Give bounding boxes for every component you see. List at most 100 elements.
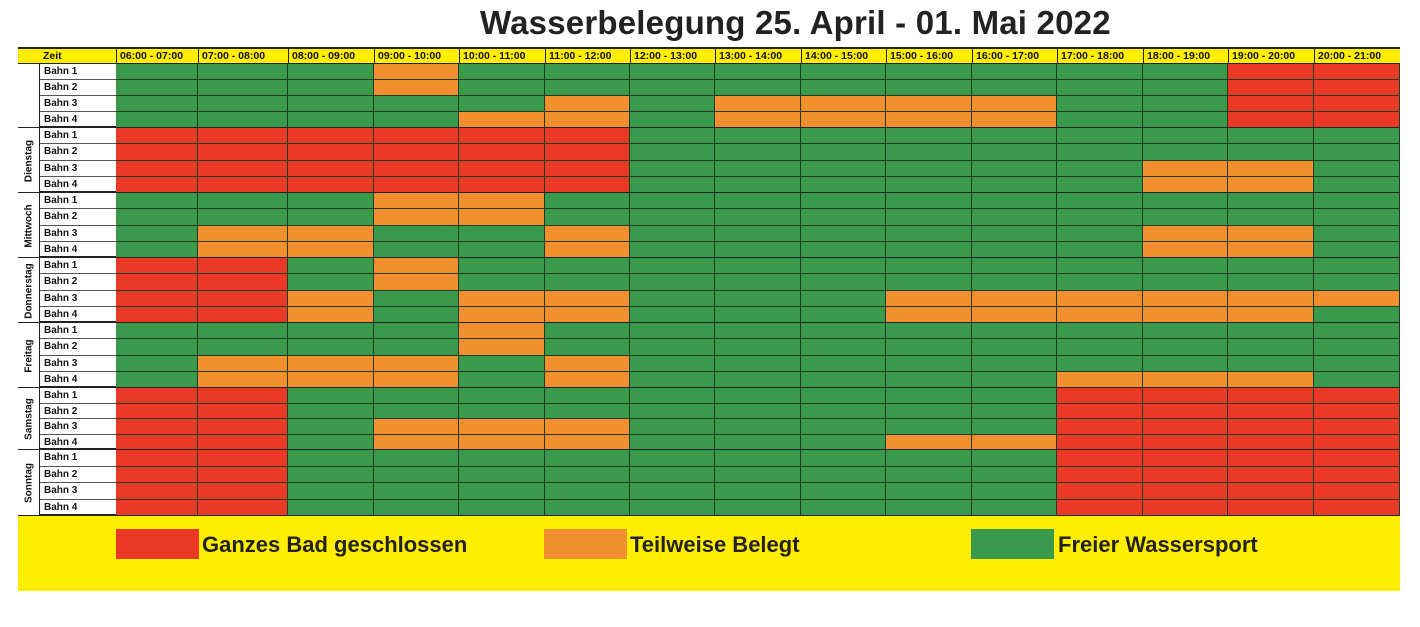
slot-cell (972, 371, 1057, 388)
slot-cell (198, 290, 288, 307)
slot-cell (198, 274, 288, 291)
slot-cell (288, 193, 374, 210)
slot-cell (1228, 128, 1314, 145)
slot-cell (545, 80, 630, 96)
slot-cell (545, 355, 630, 372)
slot-cell (715, 290, 801, 307)
lane-label: Bahn 2 (40, 144, 116, 161)
slot-cell (886, 258, 972, 275)
slot-cell (630, 466, 715, 483)
slot-cell (886, 160, 972, 177)
slot-cell (1143, 176, 1228, 193)
slot-cell (374, 160, 459, 177)
slot-cell (459, 128, 545, 145)
slot-cell (886, 209, 972, 226)
day-name (18, 64, 40, 128)
slot-cell (288, 419, 374, 435)
slot-cell (198, 160, 288, 177)
slot-cell (1143, 339, 1228, 356)
slot-cell (630, 323, 715, 340)
slot-cell (1314, 241, 1400, 258)
slot-cell (715, 450, 801, 467)
slot-cell (374, 193, 459, 210)
slot-cell (116, 355, 198, 372)
slot-cell (1057, 323, 1143, 340)
slot-cell (374, 225, 459, 242)
slot-cell (545, 290, 630, 307)
slot-cell (1057, 258, 1143, 275)
slot-cell (545, 499, 630, 516)
slot-cell (886, 466, 972, 483)
slot-cell (630, 209, 715, 226)
slot-cell (545, 193, 630, 210)
slot-cell (288, 355, 374, 372)
slot-cell (1057, 80, 1143, 96)
slot-cell (630, 112, 715, 128)
slot-cell (1057, 371, 1143, 388)
slot-cell (1143, 419, 1228, 435)
slot-cell (715, 64, 801, 80)
slot-cell (288, 323, 374, 340)
slot-cell (198, 499, 288, 516)
slot-cell (972, 64, 1057, 80)
slot-cell (545, 483, 630, 500)
slot-cell (1228, 499, 1314, 516)
slot-cell (198, 483, 288, 500)
slot-cell (715, 112, 801, 128)
slot-cell (1228, 323, 1314, 340)
slot-cell (198, 403, 288, 419)
slot-cell (1228, 306, 1314, 323)
slot-cell (1314, 225, 1400, 242)
slot-cell (288, 466, 374, 483)
slot-cell (1057, 144, 1143, 161)
slot-cell (198, 258, 288, 275)
slot-cell (630, 225, 715, 242)
slot-cell (972, 241, 1057, 258)
slot-cell (972, 355, 1057, 372)
slot-cell (1314, 371, 1400, 388)
slot-cell (545, 176, 630, 193)
day-name: Sonntag (18, 450, 40, 516)
slot-cell (1143, 274, 1228, 291)
slot-cell (1314, 112, 1400, 128)
slot-cell (1057, 466, 1143, 483)
slot-cell (288, 176, 374, 193)
slot-cell (374, 241, 459, 258)
slot-cell (1228, 160, 1314, 177)
slot-cell (1057, 274, 1143, 291)
slot-cell (198, 176, 288, 193)
slot-cell (886, 193, 972, 210)
slot-cell (374, 258, 459, 275)
header-time-slot: 13:00 - 14:00 (715, 49, 801, 64)
slot-cell (972, 466, 1057, 483)
slot-cell (116, 466, 198, 483)
slot-cell (198, 112, 288, 128)
slot-cell (1314, 80, 1400, 96)
slot-cell (715, 128, 801, 145)
lane-label: Bahn 2 (40, 274, 116, 291)
slot-cell (116, 193, 198, 210)
slot-cell (801, 450, 886, 467)
slot-cell (630, 160, 715, 177)
slot-cell (459, 355, 545, 372)
slot-cell (715, 160, 801, 177)
slot-cell (1057, 499, 1143, 516)
slot-cell (886, 112, 972, 128)
slot-cell (459, 144, 545, 161)
slot-cell (1057, 193, 1143, 210)
slot-cell (630, 128, 715, 145)
slot-cell (198, 96, 288, 112)
slot-cell (459, 274, 545, 291)
slot-cell (801, 193, 886, 210)
slot-cell (801, 112, 886, 128)
slot-cell (1143, 499, 1228, 516)
slot-cell (1228, 434, 1314, 450)
lane-label: Bahn 4 (40, 242, 116, 258)
slot-cell (374, 274, 459, 291)
slot-cell (715, 274, 801, 291)
slot-cell (801, 176, 886, 193)
slot-cell (1314, 323, 1400, 340)
slot-cell (1314, 450, 1400, 467)
slot-cell (1228, 241, 1314, 258)
header-time-slot: 08:00 - 09:00 (288, 49, 374, 64)
